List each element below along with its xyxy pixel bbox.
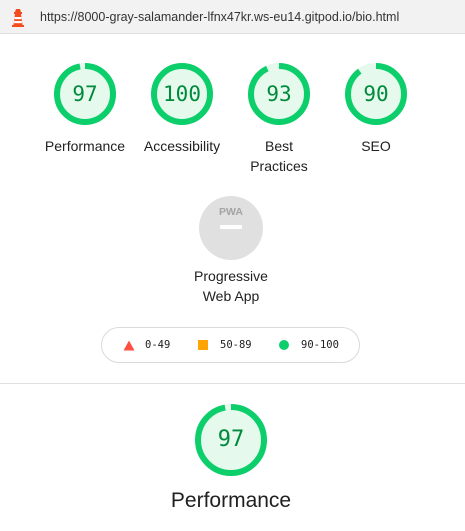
best-practices-gauge[interactable]: 93 — [247, 62, 311, 126]
seo-label-line1: SEO — [361, 138, 391, 154]
performance-detail-gauge: 97 — [194, 403, 268, 477]
performance-section-title: Performance — [170, 489, 292, 512]
legend-average-range: 50-89 — [220, 339, 252, 351]
lighthouse-icon — [10, 7, 26, 27]
seo-score: 90 — [363, 82, 389, 106]
section-divider — [0, 383, 465, 384]
accessibility-gauge-ring — [151, 63, 213, 125]
circle-pass-icon — [279, 340, 289, 350]
score-scale-legend: 0-49 50-89 90-100 — [101, 327, 360, 363]
best-practices-gauge-ring — [248, 63, 310, 125]
address-bar: https://8000-gray-salamander-lfnx47kr.ws… — [0, 0, 465, 34]
accessibility-score: 100 — [163, 82, 201, 106]
seo-label: SEO — [316, 136, 436, 156]
pwa-icon: PWA — [199, 196, 263, 260]
best-practices-score: 93 — [266, 82, 292, 106]
performance-label-line1: Performance — [44, 138, 126, 154]
pwa-badge[interactable]: PWA — [199, 196, 263, 260]
accessibility-gauge[interactable]: 100 — [150, 62, 214, 126]
performance-label: Performance — [25, 136, 145, 156]
performance-detail-score: 97 — [217, 427, 245, 452]
performance-score: 97 — [72, 82, 98, 106]
triangle-fail-icon — [123, 340, 135, 351]
pwa-label-line2: Web App — [202, 288, 260, 304]
seo-gauge[interactable]: 90 — [344, 62, 408, 126]
best-practices-label-line1: Best — [264, 138, 293, 154]
legend-pass-range: 90-100 — [301, 339, 339, 351]
performance-gauge-ring — [54, 63, 116, 125]
performance-detail-gauge-ring — [195, 404, 267, 476]
url-text[interactable]: https://8000-gray-salamander-lfnx47kr.ws… — [40, 10, 400, 24]
pwa-badge-text: PWA — [219, 206, 243, 218]
legend-fail-range: 0-49 — [145, 339, 171, 351]
pwa-label: Progressive Web App — [171, 266, 291, 306]
performance-gauge[interactable]: 97 — [53, 62, 117, 126]
pwa-label-line1: Progressive — [194, 268, 268, 284]
best-practices-label-line2: Practices — [250, 158, 308, 174]
best-practices-label: Best Practices — [219, 136, 339, 176]
accessibility-label: Accessibility — [122, 136, 242, 156]
seo-gauge-ring — [345, 63, 407, 125]
square-average-icon — [198, 340, 208, 350]
accessibility-label-line1: Accessibility — [143, 138, 221, 154]
